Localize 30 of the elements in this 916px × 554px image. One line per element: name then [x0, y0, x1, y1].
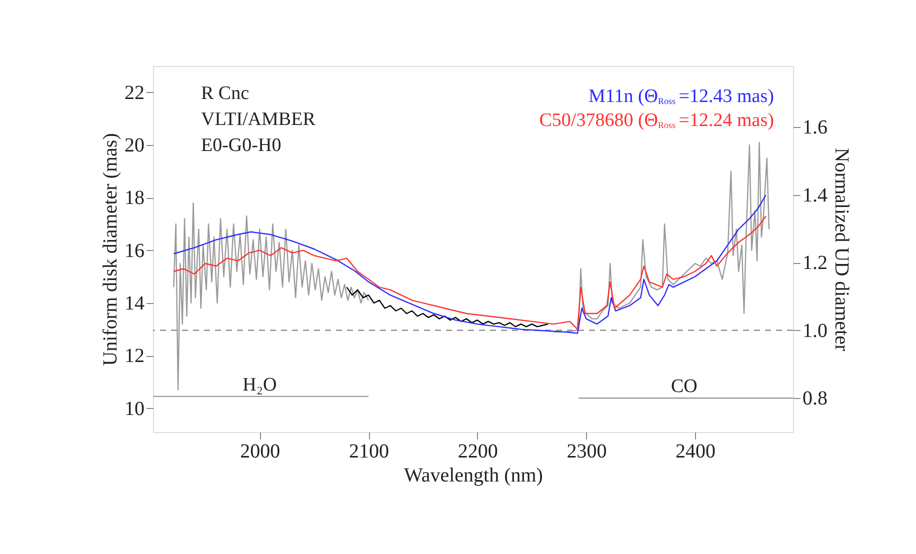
y2-tick-label: 1.2 [802, 252, 828, 274]
y-tick-label: 10 [124, 398, 144, 420]
annotation: E0-G0-H0 [201, 135, 282, 156]
y2-tick-label: 1.0 [802, 320, 828, 342]
x-tick-label: 2200 [458, 440, 498, 462]
annotation: VLTI/AMBER [201, 109, 316, 130]
annotation: R Cnc [201, 83, 250, 104]
x-tick-label: 2300 [566, 440, 607, 462]
x-tick-label: 2100 [349, 440, 390, 462]
y2-axis-title: Normalized UD diameter [830, 148, 852, 352]
y-tick-label: 18 [124, 187, 144, 210]
line-series [346, 286, 549, 328]
annotation: CO [670, 376, 698, 397]
y2-tick-label: 0.8 [802, 388, 828, 410]
y-tick-label: 22 [124, 82, 144, 104]
x-tick-label: 2400 [676, 440, 716, 462]
line-series [173, 194, 766, 334]
x-tick-label: 2000 [240, 440, 280, 462]
x-axis-title: Wavelength (nm) [404, 464, 543, 486]
y-tick-label: 20 [124, 134, 144, 156]
y-tick-label: 14 [124, 292, 144, 314]
annotation: H₂O [242, 374, 277, 396]
y2-tick-label: 1.6 [802, 116, 828, 138]
y-tick-label: 16 [124, 240, 144, 262]
text: C50/378680 (ΘRoss=12.24 mas) [539, 110, 774, 131]
y2-tick-label: 1.4 [802, 184, 828, 206]
y-tick-label: 12 [124, 345, 144, 368]
line-series [173, 215, 766, 330]
y-axis-title: Uniform disk diameter (mas) [100, 133, 122, 366]
text: M11n (ΘRoss=12.43 mas) [588, 86, 774, 107]
